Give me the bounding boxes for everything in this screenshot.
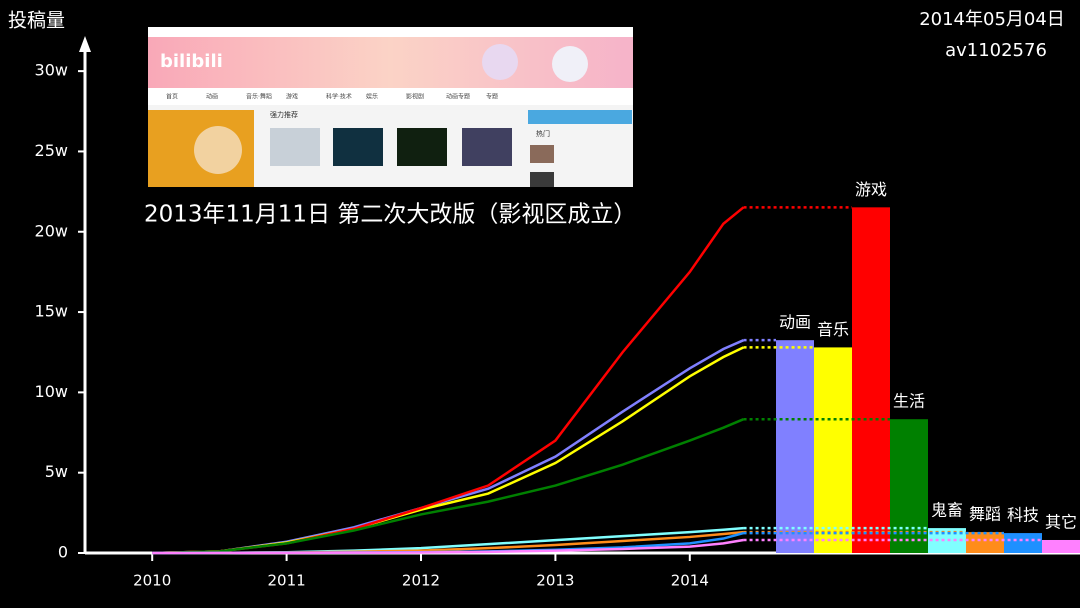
website-screenshot: bilibili 强力推荐 热门 首页 动画 音乐·舞蹈 游戏 科学·技术 娱乐 影视剧 动画… [148, 27, 633, 187]
series-line [152, 418, 745, 555]
y-tick-label: 25w [35, 141, 68, 160]
series-line [152, 538, 744, 555]
bar [890, 419, 928, 553]
legend-label: 鬼畜 [931, 501, 963, 520]
inset-nav-item: 音乐·舞蹈 [246, 93, 272, 101]
inset-panel-header [528, 110, 632, 124]
inset-hot: 热门 [536, 129, 550, 138]
inset-nav-item: 首页 [166, 93, 178, 101]
inset-thumb [270, 128, 320, 166]
inset-thumb [462, 128, 512, 166]
x-tick-label: 2010 [133, 572, 171, 590]
chart-title: 投稿量 [8, 10, 65, 32]
bar [966, 532, 1004, 553]
annotation: 2013年11月11日 第二次大改版（影视区成立） [144, 202, 636, 228]
inset-nav-item: 娱乐 [366, 93, 378, 101]
inset-thumb [333, 128, 383, 166]
x-tick-label: 2013 [536, 572, 574, 590]
bar [814, 347, 852, 553]
bar [1042, 539, 1080, 553]
y-tick-label: 10w [35, 382, 68, 401]
bar [1004, 533, 1042, 553]
inset-nav-item: 动画 [206, 94, 218, 101]
x-tick-label: 2014 [671, 572, 709, 590]
inset-image-face [194, 126, 242, 174]
inset-logo: bilibili [160, 51, 223, 72]
date-label: 2014年05月04日 [919, 9, 1065, 30]
y-tick-label: 20w [35, 221, 68, 240]
inset-nav-item: 影视剧 [406, 93, 424, 101]
legend-label: 游戏 [855, 180, 887, 199]
legend-label: 其它 [1045, 512, 1077, 531]
inset-section: 强力推荐 [270, 110, 298, 119]
y-axis-arrow [79, 36, 91, 52]
inset-nav-item: 专题 [486, 93, 498, 101]
y-tick-label: 30w [35, 61, 68, 80]
inset-nav-item: 动画专题 [446, 93, 470, 101]
x-tick-label: 2012 [402, 572, 440, 590]
inset-character [482, 44, 518, 80]
legend-label: 动画 [779, 313, 811, 332]
inset-nav-bar [148, 88, 633, 105]
legend-label: 生活 [893, 392, 925, 411]
y-tick-label: 0 [58, 543, 68, 562]
legend-label: 音乐 [817, 320, 849, 339]
x-tick-label: 2011 [268, 572, 306, 590]
legend-label: 舞蹈 [969, 505, 1001, 524]
inset-character [552, 46, 588, 82]
video-id: av1102576 [945, 40, 1047, 61]
inset-thumb [530, 145, 554, 163]
bar [852, 207, 890, 553]
y-tick-label: 15w [35, 302, 68, 321]
inset-thumb [530, 172, 554, 187]
inset-nav-item: 游戏 [286, 93, 298, 101]
inset-nav-item: 科学·技术 [326, 93, 352, 101]
inset-thumb [397, 128, 447, 166]
inset-topbar [148, 27, 633, 37]
bar [776, 340, 814, 553]
legend-label: 科技 [1007, 506, 1039, 525]
y-tick-label: 5w [45, 462, 68, 481]
